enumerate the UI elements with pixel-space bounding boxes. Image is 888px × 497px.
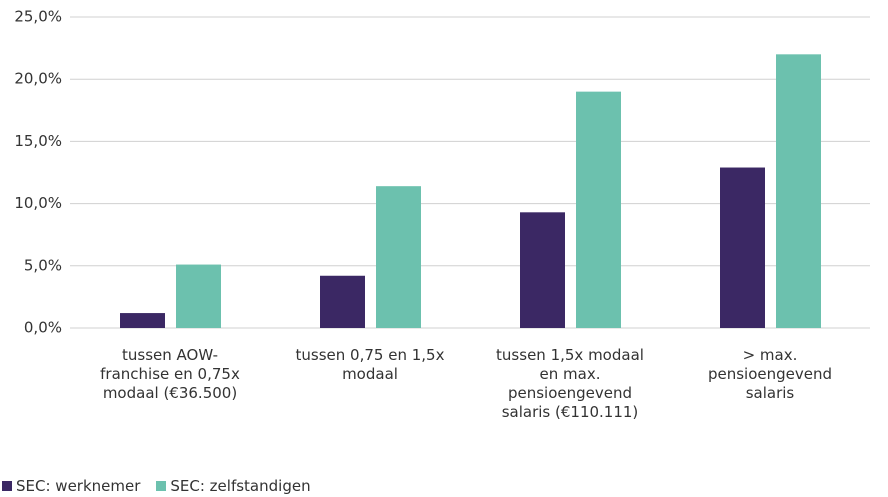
legend-label: SEC: zelfstandigen (170, 477, 311, 495)
bar (120, 313, 165, 328)
legend-swatch (156, 481, 167, 491)
x-tick-label: tussen 0,75 en 1,5x modaal (295, 346, 445, 383)
bar (376, 186, 421, 328)
x-tick-label: tussen AOW-franchise en 0,75x modaal (€3… (100, 346, 240, 402)
y-tick-label: 10,0% (14, 194, 62, 212)
legend-label: SEC: werknemer (16, 477, 141, 495)
bar (720, 167, 765, 328)
y-tick-label: 25,0% (14, 8, 62, 26)
bar (576, 91, 621, 328)
legend-item: SEC: zelfstandigen (156, 477, 311, 495)
y-tick-label: 5,0% (24, 256, 62, 274)
bar (320, 275, 365, 328)
x-tick-label: > max. pensioengevend salaris (707, 346, 833, 402)
legend-swatch (2, 481, 12, 491)
y-tick-label: 20,0% (14, 70, 62, 88)
legend-item: SEC: werknemer (2, 477, 140, 495)
legend: SEC: werknemer SEC: zelfstandigen (2, 477, 311, 495)
y-tick-label: 15,0% (14, 132, 62, 150)
y-tick-label: 0,0% (24, 319, 62, 337)
bar (520, 212, 565, 328)
bar (776, 54, 821, 328)
bar (176, 264, 221, 328)
x-tick-label: tussen 1,5x modaal en max. pensioengeven… (496, 346, 644, 421)
